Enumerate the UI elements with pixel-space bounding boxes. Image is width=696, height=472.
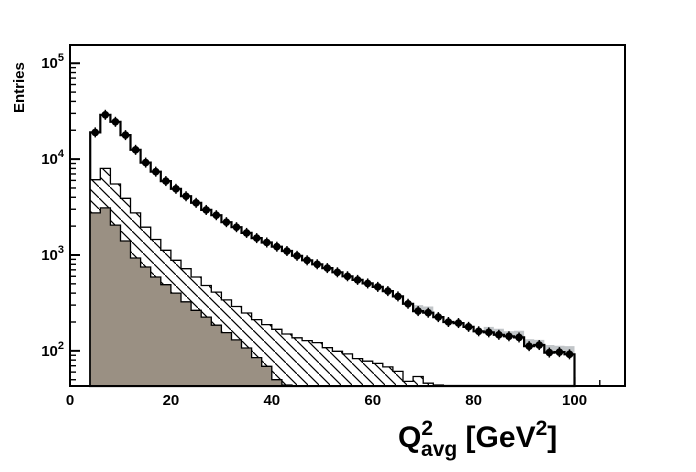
data-point-marker	[394, 292, 402, 301]
data-point-marker	[222, 218, 231, 226]
data-point-marker	[404, 299, 412, 308]
data-point-marker	[323, 264, 332, 272]
data-point-marker	[151, 167, 160, 176]
x-axis-title-text: Q2 avg [GeV2]	[398, 417, 557, 461]
data-point-marker	[162, 177, 170, 185]
y-axis-ticks	[70, 62, 80, 381]
data-point-marker	[464, 323, 473, 331]
data-point-marker	[252, 234, 261, 242]
x-tick-label: 40	[263, 392, 280, 409]
y-tick-label: 104	[41, 148, 65, 168]
data-point-marker	[313, 260, 322, 269]
data-point-marker	[91, 128, 100, 137]
data-point-marker	[172, 185, 180, 193]
data-point-marker	[545, 348, 554, 357]
data-point-marker	[293, 252, 301, 260]
data-point-marker	[444, 318, 453, 326]
y-axis-title: Entries	[11, 62, 28, 113]
data-point-marker	[555, 348, 564, 356]
data-point-marker	[131, 146, 140, 154]
x-axis-title: Q2 avg [GeV2]	[398, 417, 557, 461]
x-tick-label: 80	[465, 392, 482, 409]
data-point-marker	[525, 342, 533, 350]
data-point-marker	[373, 283, 382, 291]
data-point-marker	[434, 313, 443, 321]
solid-path	[89, 207, 293, 387]
data-point-marker	[121, 131, 130, 139]
y-tick-label: 105	[41, 52, 64, 72]
data-point-marker	[111, 118, 120, 126]
x-tick-label: 20	[163, 392, 180, 409]
data-point-marker	[273, 242, 281, 251]
data-point-marker	[515, 333, 523, 342]
data-point-marker	[363, 279, 372, 288]
y-axis-tick-labels: 102 103 104 105	[41, 52, 65, 360]
data-points-series	[91, 109, 574, 360]
data-point-marker	[495, 331, 503, 339]
data-point-marker	[101, 110, 110, 119]
y-axis-title-text: Entries	[11, 62, 28, 113]
data-point-marker	[242, 229, 251, 237]
x-axis-tick-labels: 0 20 40 60 80 100	[66, 392, 587, 409]
data-point-marker	[535, 341, 544, 349]
data-point-marker	[424, 308, 433, 317]
data-point-marker	[262, 238, 271, 247]
data-point-marker	[474, 327, 483, 336]
data-point-marker	[484, 328, 493, 337]
solid-histogram	[89, 207, 293, 387]
data-point-marker	[353, 276, 362, 284]
data-point-marker	[343, 272, 352, 281]
y-tick-label: 103	[41, 244, 64, 264]
data-point-marker	[283, 247, 291, 255]
data-point-marker	[202, 206, 211, 214]
data-point-marker	[141, 158, 150, 167]
data-point-marker	[454, 319, 463, 327]
x-tick-label: 60	[364, 392, 381, 409]
data-point-marker	[232, 223, 241, 231]
data-point-marker	[384, 287, 392, 295]
x-tick-label: 100	[562, 392, 587, 409]
x-tick-label: 0	[66, 392, 74, 409]
data-point-marker	[333, 268, 342, 277]
data-point-marker	[505, 332, 513, 341]
data-point-marker	[182, 192, 190, 201]
data-point-marker	[192, 199, 200, 207]
frame-rect	[69, 44, 626, 387]
data-point-marker	[212, 211, 221, 220]
y-tick-label: 102	[41, 340, 64, 360]
data-point-marker	[303, 256, 311, 265]
plot-frame	[69, 44, 626, 387]
data-point-marker	[565, 350, 574, 359]
data-point-marker	[414, 307, 422, 315]
